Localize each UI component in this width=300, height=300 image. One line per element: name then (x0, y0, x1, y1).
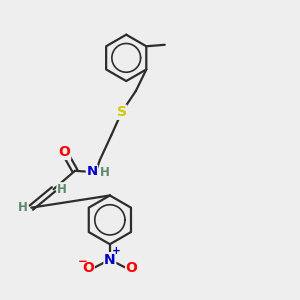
Text: H: H (18, 201, 28, 214)
Text: N: N (86, 165, 98, 178)
Text: H: H (100, 166, 110, 179)
Text: S: S (117, 105, 127, 119)
Text: O: O (58, 146, 70, 159)
Text: −: − (77, 255, 87, 268)
Text: N: N (104, 253, 116, 267)
Text: H: H (57, 183, 67, 196)
Text: O: O (82, 261, 94, 275)
Text: +: + (112, 246, 121, 256)
Text: O: O (126, 261, 137, 275)
